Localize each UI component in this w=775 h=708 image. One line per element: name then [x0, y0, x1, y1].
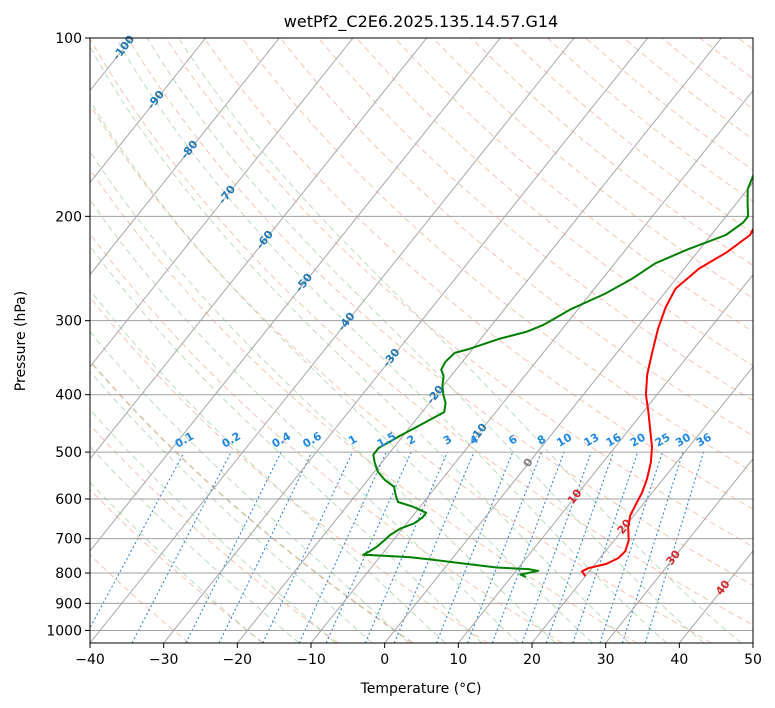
dry-adiabat — [127, 38, 753, 587]
dry-adiabat — [203, 38, 753, 510]
mixing-ratio-line — [298, 451, 387, 643]
moist-adiabat — [90, 289, 446, 643]
isotherm-line — [90, 38, 501, 552]
x-tick-label: 50 — [744, 652, 762, 668]
isotherm-line — [310, 89, 753, 643]
moist-adiabat — [146, 38, 705, 643]
dry-adiabat — [90, 38, 753, 626]
reference-lines — [90, 38, 753, 643]
y-tick-label: 400 — [55, 388, 82, 404]
isotherm-line — [90, 38, 575, 643]
dry-adiabat — [90, 296, 488, 643]
moist-adiabat — [90, 481, 263, 643]
y-tick-label: 700 — [55, 532, 82, 548]
dry-adiabat — [90, 554, 190, 643]
y-axis: 100 200 300 400 500 600 700 800 900 1000 — [46, 31, 90, 639]
y-tick-label: 100 — [55, 31, 82, 47]
mixing-ratio-line — [621, 451, 684, 643]
x-tick-label: −10 — [296, 652, 326, 668]
mixing-ratio-line — [599, 451, 663, 643]
y-tick-label: 500 — [55, 445, 82, 461]
dewpoint-line — [362, 173, 753, 578]
moist-adiabat — [90, 445, 300, 643]
isotherm-line — [457, 273, 753, 643]
mixing-ratio-line — [90, 451, 185, 629]
moist-adiabat — [90, 99, 593, 643]
isotherm-line — [531, 365, 753, 643]
mixing-ratio-line — [364, 451, 448, 643]
y-tick-label: 800 — [55, 566, 82, 582]
y-tick-label: 600 — [55, 492, 82, 508]
isotherm-line — [236, 38, 722, 643]
dry-adiabat — [356, 38, 753, 367]
dry-adiabat — [394, 38, 753, 333]
dry-adiabat — [90, 168, 638, 643]
moist-adiabat — [90, 408, 337, 643]
mixing-ratio-line — [325, 451, 412, 643]
dry-adiabat — [318, 38, 753, 402]
moist-adiabat — [90, 330, 410, 643]
isotherm-line — [384, 181, 753, 643]
x-tick-label: 20 — [523, 652, 541, 668]
moist-adiabat — [90, 45, 630, 643]
mixing-ratio-line — [218, 451, 313, 643]
moist-adiabat — [90, 245, 483, 643]
plot-frame — [89, 37, 754, 644]
x-tick-label: 30 — [597, 652, 615, 668]
y-tick-label: 900 — [55, 596, 82, 612]
x-tick-label: 0 — [380, 652, 389, 668]
isotherm-line — [163, 38, 649, 643]
dry-adiabat — [165, 38, 753, 548]
profile-lines — [362, 173, 753, 578]
mixing-ratio-line — [435, 451, 514, 643]
mixing-ratio-line — [262, 451, 353, 643]
mixing-ratio-line — [644, 451, 705, 643]
x-tick-label: 10 — [449, 652, 467, 668]
moist-adiabat — [115, 38, 668, 643]
mixing-ratio-line — [572, 451, 639, 643]
isotherm-line — [90, 38, 207, 184]
isotherm-line — [90, 38, 428, 460]
isotherm-line — [90, 38, 280, 276]
x-tick-label: 40 — [670, 652, 688, 668]
x-axis-label: Temperature (°C) — [360, 681, 482, 697]
y-tick-label: 1000 — [46, 623, 82, 639]
x-tick-label: −20 — [223, 652, 253, 668]
isotherm-line — [90, 38, 354, 368]
chart-title: wetPf2_C2E6.2025.135.14.57.G14 — [284, 12, 558, 32]
mixing-ratio-line — [393, 451, 475, 643]
y-tick-label: 300 — [55, 314, 82, 330]
moist-adiabat — [90, 199, 520, 643]
y-tick-label: 200 — [55, 209, 82, 225]
x-tick-label: −30 — [149, 652, 179, 668]
dry-adiabat — [90, 232, 563, 643]
moist-adiabat — [90, 150, 556, 643]
x-tick-label: −40 — [75, 652, 105, 668]
isotherm-line — [605, 458, 753, 643]
moist-adiabat — [90, 370, 373, 643]
temperature-line — [580, 227, 753, 577]
y-axis-label: Pressure (hPa) — [13, 291, 29, 391]
x-axis: −40 −30 −20 −10 0 10 20 30 40 50 — [75, 643, 762, 668]
pressure-gridlines — [90, 38, 753, 631]
